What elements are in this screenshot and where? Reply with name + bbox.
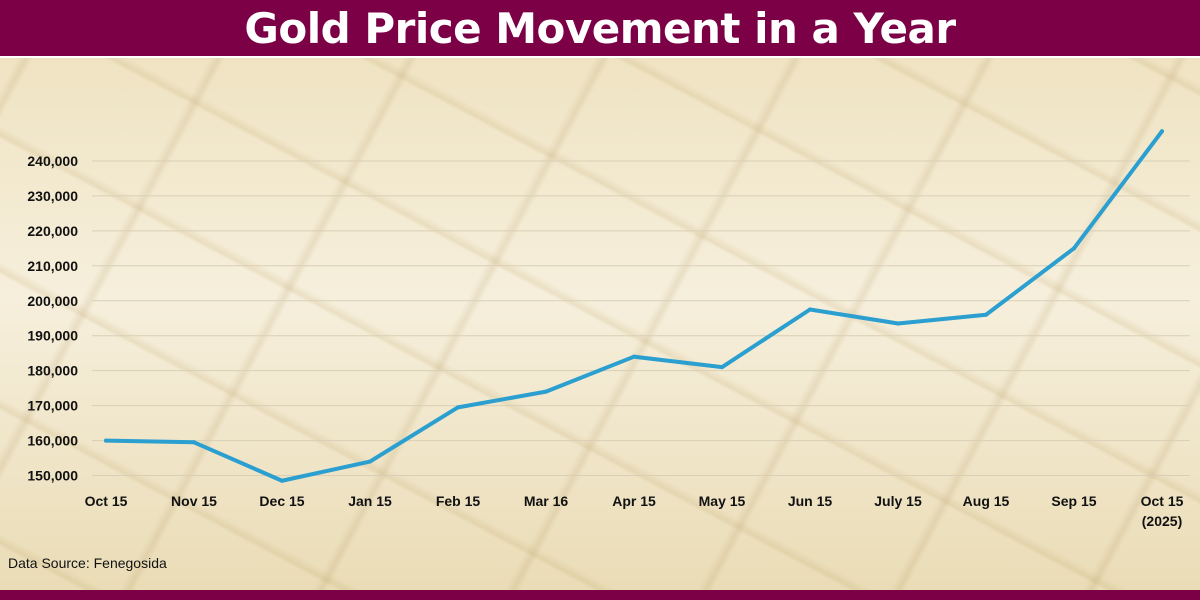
x-tick-label: Feb 15 (436, 493, 481, 509)
x-tick-label: Aug 15 (963, 493, 1010, 509)
x-tick-label: Sep 15 (1051, 493, 1096, 509)
x-tick-label: May 15 (699, 493, 746, 509)
x-tick-label: Oct 15 (1141, 493, 1184, 509)
data-point (280, 478, 284, 483)
title-bar: Gold Price Movement in a Year (0, 0, 1200, 58)
y-tick-label: 180,000 (27, 363, 78, 379)
x-tick-sublabel: (2025) (1142, 513, 1182, 529)
chart-title: Gold Price Movement in a Year (244, 3, 956, 53)
data-point (720, 365, 724, 370)
x-tick-label: Mar 16 (524, 493, 569, 509)
data-point (1072, 246, 1076, 251)
data-point (1160, 129, 1164, 134)
x-tick-label: Jan 15 (348, 493, 392, 509)
grid-lines (92, 160, 1190, 477)
gold-bars-background (0, 58, 1200, 590)
data-point (808, 307, 812, 312)
series-line (104, 129, 1164, 483)
data-source-note: Data Source: Fenegosida (8, 555, 167, 571)
x-axis: Oct 15 Nov 15 Dec 15 Jan 15 Feb 15 Mar 16 Apr … (85, 493, 1184, 529)
x-tick-label: Oct 15 (85, 493, 128, 509)
y-tick-label: 210,000 (27, 258, 78, 274)
x-tick-label: Nov 15 (171, 493, 217, 509)
x-tick-label: Jun 15 (788, 493, 833, 509)
data-point (632, 354, 636, 359)
y-tick-label: 160,000 (27, 433, 78, 449)
bottom-bar (0, 590, 1200, 600)
x-tick-label: July 15 (874, 493, 922, 509)
data-point (896, 321, 900, 326)
data-point (984, 312, 988, 317)
y-tick-label: 230,000 (27, 188, 78, 204)
x-tick-label: Apr 15 (612, 493, 656, 509)
y-tick-label: 190,000 (27, 328, 78, 344)
data-point (104, 438, 108, 443)
data-point (192, 440, 196, 445)
y-tick-label: 200,000 (27, 293, 78, 309)
data-point (544, 389, 548, 394)
y-tick-label: 240,000 (27, 153, 78, 169)
y-tick-label: 220,000 (27, 223, 78, 239)
data-point (456, 405, 460, 410)
y-tick-label: 150,000 (27, 468, 78, 484)
y-axis: 150,000 160,000 170,000 180,000 190,000 200,0… (27, 153, 78, 484)
x-tick-label: Dec 15 (259, 493, 304, 509)
data-point (368, 459, 372, 464)
y-tick-label: 170,000 (27, 398, 78, 414)
series-layer (104, 129, 1164, 483)
